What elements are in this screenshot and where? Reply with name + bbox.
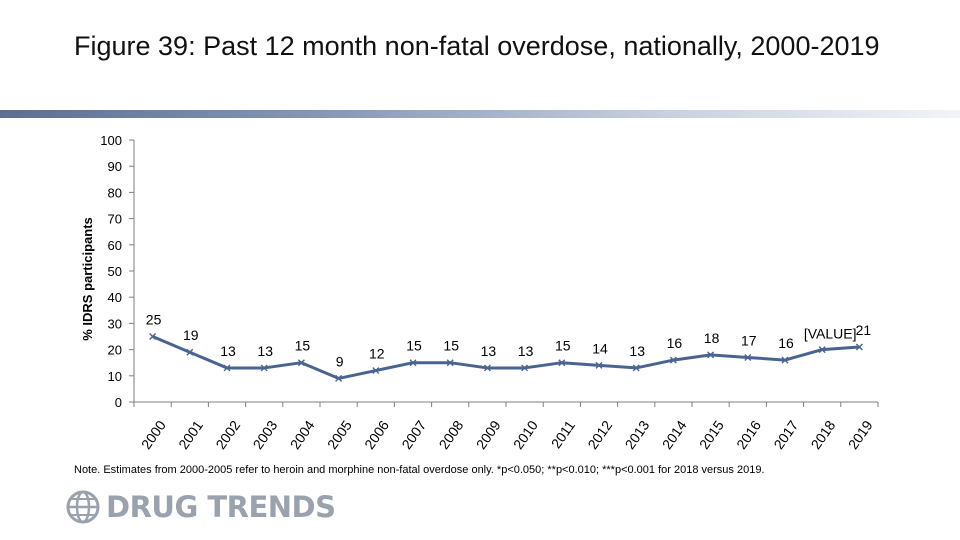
title-divider: [0, 110, 960, 118]
x-tick-label: 2015: [696, 417, 727, 452]
x-tick-label: 2012: [584, 417, 615, 452]
data-point: [297, 359, 305, 367]
data-point: [223, 364, 231, 372]
data-point: [149, 333, 157, 340]
data-point: [818, 346, 826, 354]
data-label: 15: [443, 338, 459, 354]
data-point: [372, 367, 380, 375]
data-label: 15: [295, 338, 311, 354]
x-tick-label: 2011: [548, 417, 578, 451]
series-line: [152, 335, 860, 380]
x-tick-label: 2009: [473, 417, 504, 452]
y-tick-label: 0: [115, 395, 122, 410]
data-point: [521, 364, 529, 372]
x-tick-label: 2006: [361, 417, 392, 452]
y-axis-title: % IDRS participants: [80, 217, 95, 341]
x-tick-label: 2007: [398, 417, 429, 452]
x-tick-label: 2002: [212, 417, 243, 452]
drug-trends-logo: DRUG TRENDS: [66, 490, 336, 524]
y-tick-label: 90: [108, 159, 122, 174]
data-point: [707, 351, 715, 359]
x-tick-label: 2001: [175, 417, 206, 452]
globe-icon: [66, 490, 100, 524]
logo-text: DRUG TRENDS: [106, 490, 336, 524]
x-tick-label: 2004: [287, 417, 318, 452]
x-tick-label: 2003: [250, 417, 281, 452]
data-point: [744, 353, 752, 361]
data-label: 9: [336, 353, 344, 369]
data-point: [335, 374, 343, 382]
data-point: [669, 356, 677, 364]
x-tick-label: 2005: [324, 417, 355, 452]
data-label: 15: [406, 338, 422, 354]
y-tick-label: 20: [108, 343, 122, 358]
x-tick-label: 2019: [845, 417, 876, 452]
y-tick-label: 70: [108, 212, 122, 227]
data-label: 14: [592, 340, 608, 356]
data-label: 19: [183, 327, 199, 343]
x-tick-label: 2018: [808, 417, 839, 452]
y-tick-label: 10: [108, 369, 122, 384]
x-tick-label: 2014: [659, 417, 690, 452]
data-label: 15: [555, 338, 571, 354]
data-point: [855, 343, 863, 351]
x-tick-label: 2013: [622, 417, 653, 452]
y-tick-label: 50: [108, 264, 122, 279]
y-tick-label: 40: [108, 290, 122, 305]
x-tick-label: 2016: [733, 417, 764, 452]
data-label: 13: [257, 343, 273, 359]
data-label: 21: [856, 322, 872, 338]
data-point: [595, 361, 603, 369]
data-point: [446, 359, 454, 367]
x-tick-label: 2010: [510, 417, 541, 452]
y-tick-label: 30: [108, 316, 122, 331]
data-point: [186, 348, 194, 356]
y-tick-label: 80: [108, 185, 122, 200]
x-tick-label: 2017: [770, 417, 801, 452]
chart-note: Note. Estimates from 2000-2005 refer to …: [74, 464, 765, 476]
data-point: [558, 359, 566, 367]
data-point: [632, 364, 640, 372]
data-label: 12: [369, 346, 385, 362]
data-label: 16: [667, 335, 683, 351]
x-tick-label: 2008: [436, 417, 467, 452]
data-label: 18: [704, 330, 720, 346]
line-chart: 0 10 20 30 40 50 60 70 80 90 100 % IDRS participant…: [80, 133, 879, 452]
data-label: 13: [220, 343, 236, 359]
data-label: [VALUE]: [804, 326, 857, 342]
data-label: 13: [481, 343, 497, 359]
data-label: 13: [629, 343, 645, 359]
data-point: [483, 364, 491, 372]
y-tick-label: 60: [108, 238, 122, 253]
x-tick-label: 2000: [138, 417, 169, 452]
page-title: Figure 39: Past 12 month non-fatal overd…: [74, 31, 880, 61]
data-label: 25: [146, 312, 162, 328]
data-point: [260, 364, 268, 372]
data-point: [409, 359, 417, 367]
data-label: 16: [778, 335, 794, 351]
y-tick-label: 100: [100, 133, 122, 148]
data-label: 13: [518, 343, 534, 359]
data-point: [781, 356, 789, 364]
data-label: 17: [741, 332, 757, 348]
